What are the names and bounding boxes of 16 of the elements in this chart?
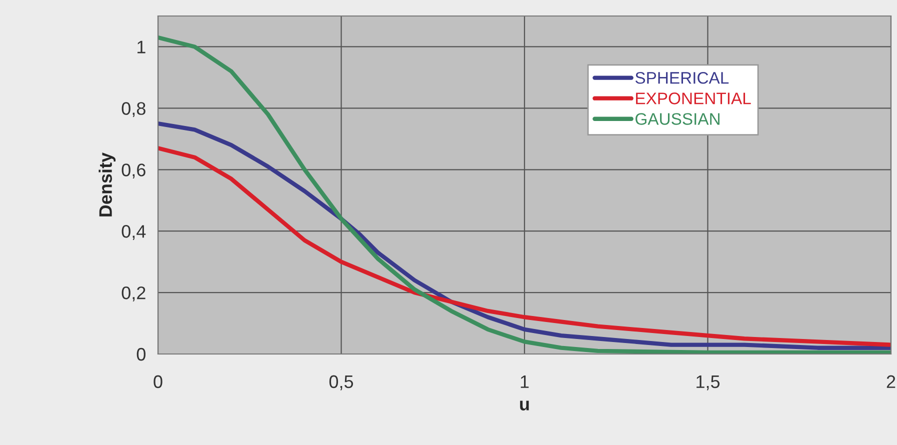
- x-axis-title: u: [520, 400, 529, 410]
- x-tick-label: 0: [154, 375, 162, 388]
- y-tick-label: 0,2: [122, 286, 146, 302]
- x-tick-label: 1: [520, 375, 529, 388]
- y-tick-label: 0,6: [122, 164, 146, 178]
- y-tick-label: 0: [136, 348, 146, 361]
- y-tick-label: 0,4: [122, 225, 146, 240]
- x-tick-label: 0,5: [329, 375, 354, 390]
- x-tick-label: 2: [886, 375, 896, 388]
- x-tick-label: 1,5: [696, 375, 720, 390]
- y-axis-title: Density: [98, 152, 116, 216]
- y-tick-label: 0,8: [122, 102, 146, 118]
- legend-label: SPHERICAL: [635, 72, 729, 84]
- y-tick-label: 1: [138, 40, 146, 54]
- legend-label: EXPONENTIAL: [636, 92, 751, 104]
- legend-label: GAUSSIAN: [636, 113, 720, 125]
